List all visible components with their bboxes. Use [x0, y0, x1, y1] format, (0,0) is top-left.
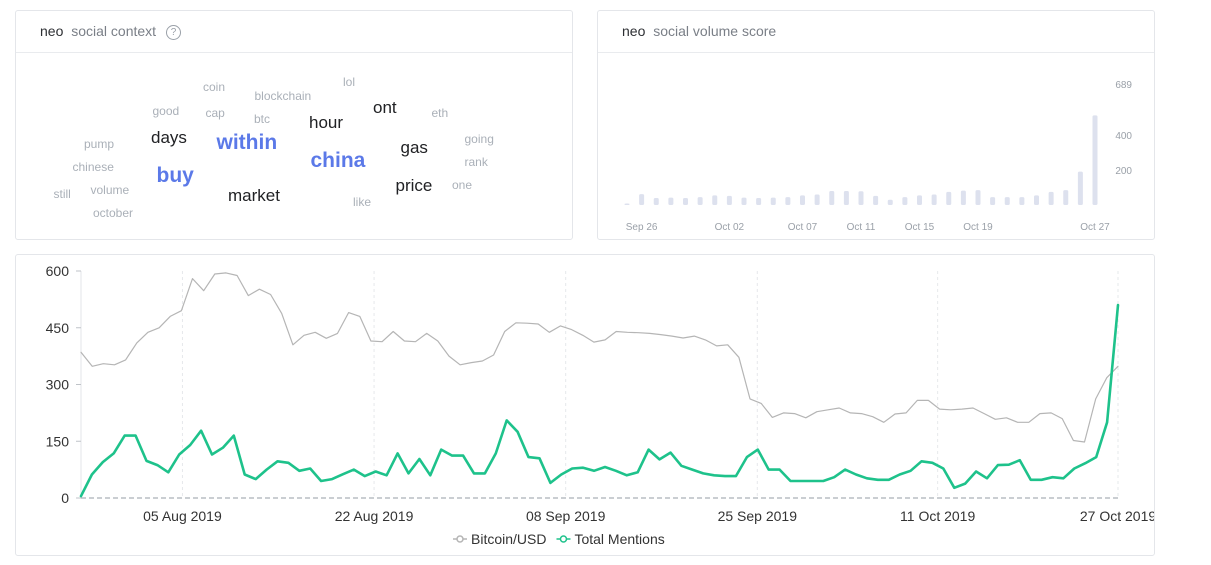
volume-bar	[1004, 197, 1010, 205]
volume-bar	[1048, 191, 1054, 205]
volume-bar	[697, 197, 703, 205]
x-tick-label: Oct 11	[847, 222, 876, 233]
legend-bitcoin-usd[interactable]: Bitcoin/USD	[453, 531, 546, 547]
volume-bar	[726, 195, 732, 205]
volume-bar	[1077, 171, 1083, 205]
word-cloud-term[interactable]: still	[53, 187, 71, 201]
word-cloud-term[interactable]: lol	[343, 75, 356, 89]
bitcoin-usd-line	[80, 272, 1119, 443]
question-circle-icon[interactable]: ?	[165, 25, 181, 40]
legend-label: Total Mentions	[574, 531, 664, 547]
volume-bar	[960, 190, 966, 205]
volume-bar	[975, 190, 981, 205]
legend-marker-icon	[456, 535, 464, 543]
volume-bar	[829, 190, 835, 205]
word-cloud-term[interactable]: price	[395, 175, 433, 195]
word-cloud-term[interactable]: china	[310, 148, 366, 172]
word-cloud-term[interactable]: chinese	[72, 160, 114, 174]
volume-bar	[770, 197, 776, 205]
legend-total-mentions[interactable]: Total Mentions	[556, 531, 665, 547]
social-volume-header: neo social volume score	[598, 11, 1154, 53]
volume-bar	[756, 197, 762, 205]
volume-bar	[1092, 115, 1098, 205]
legend-marker-icon	[559, 535, 568, 543]
price-mentions-panel: 0 150 300 450 600 05 Aug 2019 22 Aug 2019 08 Se…	[15, 254, 1155, 556]
y-tick-label: 400	[1115, 131, 1132, 142]
volume-bar	[887, 199, 893, 205]
x-tick-label: 22 Aug 2019	[335, 508, 414, 524]
total-mentions-line	[79, 303, 1120, 498]
word-cloud-term[interactable]: like	[353, 195, 372, 209]
volume-bar	[1063, 190, 1069, 205]
word-cloud-term[interactable]: within	[216, 130, 278, 154]
x-tick-label: Oct 27	[1080, 222, 1110, 233]
word-cloud-term[interactable]: eth	[431, 106, 449, 120]
word-cloud-term[interactable]: one	[452, 178, 473, 192]
x-tick-label: Oct 07	[788, 222, 818, 233]
asset-ticker: neo	[622, 23, 646, 39]
x-tick-label: Oct 15	[905, 222, 935, 233]
volume-bar	[639, 194, 645, 205]
legend-label: Bitcoin/USD	[471, 531, 546, 547]
y-tick-label: 200	[1115, 166, 1132, 177]
volume-bar	[873, 195, 879, 205]
y-tick-label: 0	[61, 490, 69, 506]
word-cloud-term[interactable]: hour	[309, 112, 344, 132]
x-tick-label: Oct 19	[963, 222, 993, 233]
word-cloud-term[interactable]: going	[464, 132, 494, 146]
word-cloud-term[interactable]: good	[152, 104, 180, 118]
y-tick-label: 689	[1115, 80, 1132, 91]
word-cloud-term[interactable]: days	[151, 127, 187, 147]
word-cloud-term[interactable]: pump	[84, 137, 115, 151]
word-cloud-term[interactable]: rank	[464, 155, 488, 169]
volume-bar	[843, 190, 849, 205]
x-tick-label: 05 Aug 2019	[143, 508, 222, 524]
x-tick-label: 27 Oct 2019	[1080, 508, 1154, 524]
word-cloud-term[interactable]: market	[228, 185, 280, 205]
volume-bar	[946, 191, 952, 205]
price-mentions-chart: 0 150 300 450 600 05 Aug 2019 22 Aug 2019 08 Se…	[46, 263, 1154, 547]
volume-bar	[683, 197, 688, 205]
word-cloud-term[interactable]: btc	[254, 112, 271, 126]
y-tick-label: 450	[46, 320, 70, 336]
volume-bar	[990, 197, 996, 205]
x-tick-label: 11 Oct 2019	[900, 508, 975, 524]
volume-bar	[917, 195, 922, 205]
volume-bar	[1019, 197, 1025, 205]
x-tick-label: 08 Sep 2019	[526, 508, 606, 524]
volume-bar	[931, 194, 937, 205]
word-cloud-term[interactable]: gas	[400, 137, 428, 157]
volume-bar	[785, 197, 791, 205]
volume-bar	[858, 191, 864, 205]
word-cloud-term[interactable]: cap	[205, 106, 225, 120]
volume-bar	[741, 197, 747, 205]
y-tick-label: 300	[46, 377, 70, 393]
panel-title: social volume score	[653, 23, 777, 39]
x-tick-label: Oct 02	[715, 222, 745, 233]
word-cloud-term[interactable]: ont	[373, 97, 397, 117]
social-volume-panel: neo social volume score 200 400 689 Sep 26 O…	[597, 10, 1155, 240]
word-cloud-term[interactable]: blockchain	[254, 89, 312, 103]
asset-ticker: neo	[40, 23, 64, 39]
volume-bar	[712, 195, 718, 205]
panel-title: social context	[71, 23, 157, 39]
social-context-header: neo social context ?	[16, 11, 572, 53]
word-cloud-term[interactable]: buy	[156, 163, 194, 187]
y-tick-label: 600	[46, 263, 70, 279]
volume-bar	[800, 195, 805, 205]
social-volume-chart: 200 400 689 Sep 26 Oct 02 Oct 07 Oct 11 Oct 15 O…	[624, 80, 1132, 233]
x-tick-label: Sep 26	[626, 222, 658, 233]
volume-bar	[814, 194, 820, 205]
volume-bar	[653, 197, 659, 205]
word-cloud-term[interactable]: october	[93, 206, 134, 220]
volume-bar	[624, 203, 630, 205]
word-cloud-term[interactable]: volume	[90, 183, 130, 197]
volume-bar	[902, 197, 908, 205]
word-cloud-term[interactable]: coin	[203, 80, 226, 94]
social-context-panel: neo social context ?	[15, 10, 573, 240]
y-tick-label: 150	[46, 433, 70, 449]
volume-bar	[1034, 195, 1039, 205]
x-tick-label: 25 Sep 2019	[718, 508, 798, 524]
volume-bar	[668, 197, 674, 205]
